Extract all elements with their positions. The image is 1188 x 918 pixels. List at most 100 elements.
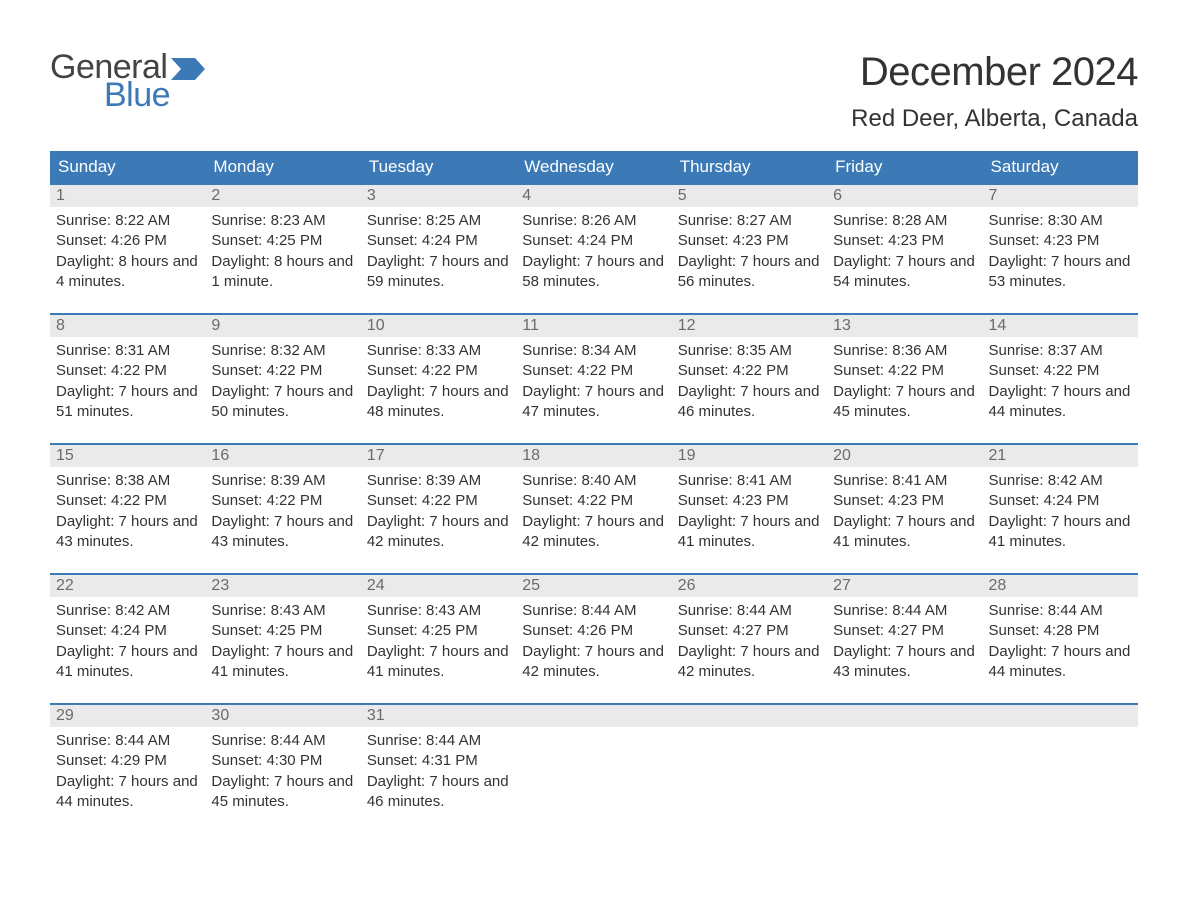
day-number-band xyxy=(672,705,827,727)
day-body xyxy=(983,727,1138,821)
sunset-text: Sunset: 4:25 PM xyxy=(211,231,354,251)
day-body: Sunrise: 8:41 AMSunset: 4:23 PMDaylight:… xyxy=(827,467,982,561)
sunset-text: Sunset: 4:30 PM xyxy=(211,751,354,771)
calendar-table: Sunday Monday Tuesday Wednesday Thursday… xyxy=(50,151,1138,821)
sunrise-text: Sunrise: 8:39 AM xyxy=(367,471,510,491)
day-body xyxy=(672,727,827,821)
day-cell: 20Sunrise: 8:41 AMSunset: 4:23 PMDayligh… xyxy=(827,445,982,561)
day-number-band: 3 xyxy=(361,185,516,207)
day-number-band: 12 xyxy=(672,315,827,337)
day-body: Sunrise: 8:42 AMSunset: 4:24 PMDaylight:… xyxy=(983,467,1138,561)
day-cell xyxy=(516,705,671,821)
day-cell: 30 Sunrise: 8:44 AMSunset: 4:30 PMDayligh… xyxy=(205,705,360,821)
sunset-text: Sunset: 4:22 PM xyxy=(678,361,821,381)
dow-sunday: Sunday xyxy=(50,151,205,183)
daylight-text: Daylight: 7 hours and 50 minutes. xyxy=(211,382,354,423)
daylight-text: Daylight: 7 hours and 46 minutes. xyxy=(367,772,510,813)
sunrise-text: Sunrise: 8:44 AM xyxy=(678,601,821,621)
day-body: Sunrise: 8:22 AMSunset: 4:26 PMDaylight:… xyxy=(50,207,205,301)
day-body: Sunrise: 8:41 AMSunset: 4:23 PMDaylight:… xyxy=(672,467,827,561)
sunrise-text: Sunrise: 8:36 AM xyxy=(833,341,976,361)
sunset-text: Sunset: 4:31 PM xyxy=(367,751,510,771)
day-number: 5 xyxy=(678,187,687,205)
day-cell: 11Sunrise: 8:34 AMSunset: 4:22 PMDayligh… xyxy=(516,315,671,431)
day-number: 22 xyxy=(56,577,74,595)
dow-tuesday: Tuesday xyxy=(361,151,516,183)
day-cell: 26Sunrise: 8:44 AMSunset: 4:27 PMDayligh… xyxy=(672,575,827,691)
day-cell: 1Sunrise: 8:22 AMSunset: 4:26 PMDaylight… xyxy=(50,185,205,301)
day-number: 21 xyxy=(989,447,1007,465)
day-number-band: 18 xyxy=(516,445,671,467)
sunrise-text: Sunrise: 8:44 AM xyxy=(522,601,665,621)
dow-wednesday: Wednesday xyxy=(516,151,671,183)
day-cell: 29Sunrise: 8:44 AMSunset: 4:29 PMDayligh… xyxy=(50,705,205,821)
day-number-band: 20 xyxy=(827,445,982,467)
sunrise-text: Sunrise: 8:33 AM xyxy=(367,341,510,361)
month-title: December 2024 xyxy=(851,50,1138,95)
day-cell: 6Sunrise: 8:28 AMSunset: 4:23 PMDaylight… xyxy=(827,185,982,301)
day-cell: 2Sunrise: 8:23 AMSunset: 4:25 PMDaylight… xyxy=(205,185,360,301)
day-number: 31 xyxy=(367,707,385,725)
day-cell: 10Sunrise: 8:33 AMSunset: 4:22 PMDayligh… xyxy=(361,315,516,431)
day-cell: 3Sunrise: 8:25 AMSunset: 4:24 PMDaylight… xyxy=(361,185,516,301)
day-cell: 7Sunrise: 8:30 AMSunset: 4:23 PMDaylight… xyxy=(983,185,1138,301)
day-body: Sunrise: 8:39 AMSunset: 4:22 PMDaylight:… xyxy=(205,467,360,561)
day-number: 8 xyxy=(56,317,65,335)
page-header: General Blue December 2024 Red Deer, Alb… xyxy=(50,50,1138,133)
sunrise-text: Sunrise: 8:41 AM xyxy=(678,471,821,491)
sunrise-text: Sunrise: 8:40 AM xyxy=(522,471,665,491)
sunset-text: Sunset: 4:27 PM xyxy=(833,621,976,641)
day-number-band xyxy=(516,705,671,727)
daylight-text: Daylight: 7 hours and 54 minutes. xyxy=(833,252,976,293)
day-number-band: 26 xyxy=(672,575,827,597)
day-body: Sunrise: 8:34 AMSunset: 4:22 PMDaylight:… xyxy=(516,337,671,431)
day-cell: 17Sunrise: 8:39 AMSunset: 4:22 PMDayligh… xyxy=(361,445,516,561)
sunset-text: Sunset: 4:24 PM xyxy=(56,621,199,641)
sunset-text: Sunset: 4:26 PM xyxy=(56,231,199,251)
day-number: 9 xyxy=(211,317,220,335)
day-number: 30 xyxy=(211,707,229,725)
day-cell: 14Sunrise: 8:37 AMSunset: 4:22 PMDayligh… xyxy=(983,315,1138,431)
sunrise-text: Sunrise: 8:28 AM xyxy=(833,211,976,231)
daylight-text: Daylight: 7 hours and 47 minutes. xyxy=(522,382,665,423)
day-cell: 22Sunrise: 8:42 AMSunset: 4:24 PMDayligh… xyxy=(50,575,205,691)
day-number-band: 8 xyxy=(50,315,205,337)
sunset-text: Sunset: 4:22 PM xyxy=(56,491,199,511)
day-number: 23 xyxy=(211,577,229,595)
day-cell: 24Sunrise: 8:43 AMSunset: 4:25 PMDayligh… xyxy=(361,575,516,691)
week-row: 1Sunrise: 8:22 AMSunset: 4:26 PMDaylight… xyxy=(50,183,1138,301)
sunset-text: Sunset: 4:27 PM xyxy=(678,621,821,641)
location-label: Red Deer, Alberta, Canada xyxy=(851,105,1138,133)
sunset-text: Sunset: 4:22 PM xyxy=(211,361,354,381)
week-row: 15Sunrise: 8:38 AMSunset: 4:22 PMDayligh… xyxy=(50,443,1138,561)
day-body: Sunrise: 8:44 AMSunset: 4:29 PMDaylight:… xyxy=(50,727,205,821)
dow-monday: Monday xyxy=(205,151,360,183)
day-body: Sunrise: 8:32 AMSunset: 4:22 PMDaylight:… xyxy=(205,337,360,431)
day-number-band: 1 xyxy=(50,185,205,207)
day-number-band: 16 xyxy=(205,445,360,467)
day-number: 27 xyxy=(833,577,851,595)
sunrise-text: Sunrise: 8:32 AM xyxy=(211,341,354,361)
daylight-text: Daylight: 7 hours and 41 minutes. xyxy=(56,642,199,683)
day-cell xyxy=(672,705,827,821)
daylight-text: Daylight: 7 hours and 41 minutes. xyxy=(833,512,976,553)
day-of-week-header: Sunday Monday Tuesday Wednesday Thursday… xyxy=(50,151,1138,183)
day-body: Sunrise: 8:44 AMSunset: 4:30 PMDaylight:… xyxy=(205,727,360,821)
sunset-text: Sunset: 4:22 PM xyxy=(833,361,976,381)
sunset-text: Sunset: 4:22 PM xyxy=(56,361,199,381)
sunset-text: Sunset: 4:22 PM xyxy=(367,361,510,381)
daylight-text: Daylight: 7 hours and 46 minutes. xyxy=(678,382,821,423)
day-number-band: 25 xyxy=(516,575,671,597)
sunrise-text: Sunrise: 8:34 AM xyxy=(522,341,665,361)
sunset-text: Sunset: 4:23 PM xyxy=(989,231,1132,251)
day-cell: 15Sunrise: 8:38 AMSunset: 4:22 PMDayligh… xyxy=(50,445,205,561)
day-body: Sunrise: 8:31 AMSunset: 4:22 PMDaylight:… xyxy=(50,337,205,431)
day-number: 7 xyxy=(989,187,998,205)
sunrise-text: Sunrise: 8:43 AM xyxy=(367,601,510,621)
sunrise-text: Sunrise: 8:25 AM xyxy=(367,211,510,231)
day-body: Sunrise: 8:44 AMSunset: 4:27 PMDaylight:… xyxy=(672,597,827,691)
day-body: Sunrise: 8:43 AMSunset: 4:25 PMDaylight:… xyxy=(205,597,360,691)
day-number: 4 xyxy=(522,187,531,205)
day-cell: 12Sunrise: 8:35 AMSunset: 4:22 PMDayligh… xyxy=(672,315,827,431)
sunrise-text: Sunrise: 8:37 AM xyxy=(989,341,1132,361)
